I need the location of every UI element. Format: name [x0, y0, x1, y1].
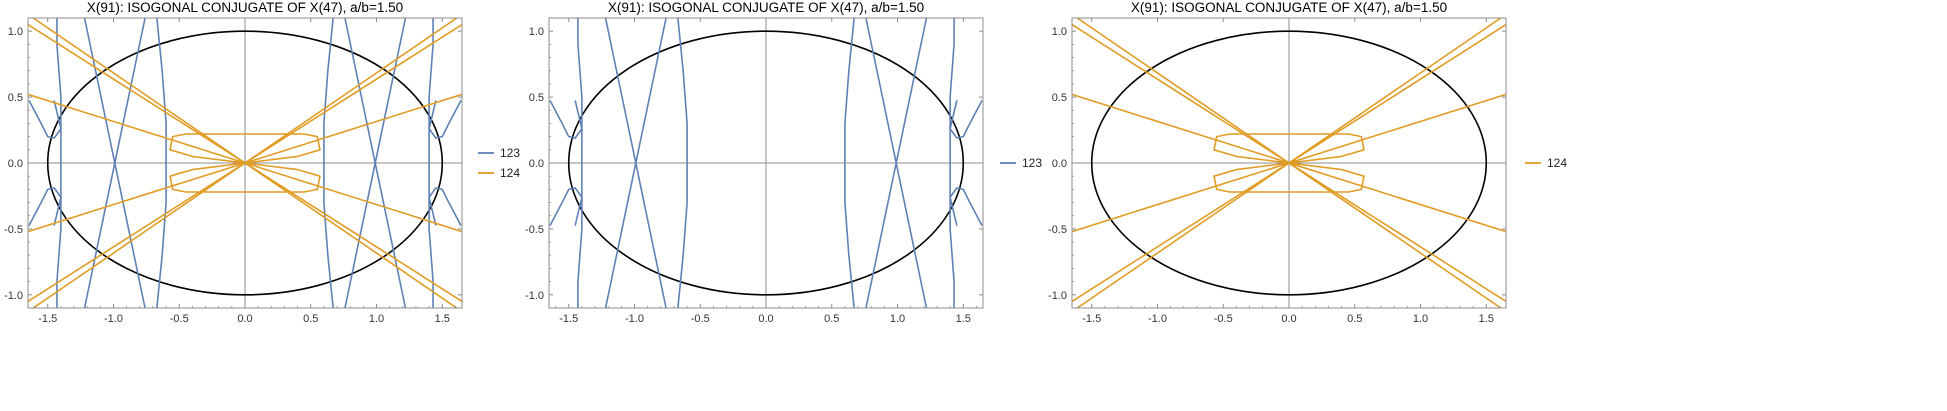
y-tick-label: 0.5 [1052, 92, 1067, 104]
legend-label: 123 [1022, 156, 1042, 170]
series-123-curve-3 [949, 100, 983, 139]
y-tick-label: -1.0 [4, 290, 23, 302]
x-tick-label: -0.5 [170, 313, 189, 325]
chart-title: X(91): ISOGONAL CONJUGATE OF X(47), a/b=… [1131, 0, 1447, 15]
chart-panel-2: X(91): ISOGONAL CONJUGATE OF X(47), a/b=… [525, 0, 1042, 325]
x-tick-label: 1.0 [369, 313, 384, 325]
series-123-curve-5 [56, 18, 62, 308]
series-123-curve-11 [156, 18, 167, 308]
series-124-curve-7 [169, 133, 321, 164]
series-123-curve-11 [677, 18, 688, 308]
series-123-curve-6 [949, 18, 955, 308]
series-123-curve-12 [323, 18, 334, 308]
chart-panel-1: X(91): ISOGONAL CONJUGATE OF X(47), a/b=… [4, 0, 520, 325]
series-123-curve-4 [949, 187, 983, 226]
x-tick-label: 0.5 [1347, 313, 1362, 325]
x-tick-label: 1.5 [1479, 313, 1494, 325]
series-123-curve-1 [28, 100, 62, 139]
series-124-curve-8 [169, 162, 321, 193]
x-tick-label: -0.5 [691, 313, 710, 325]
x-tick-label: 1.5 [956, 313, 971, 325]
x-tick-label: 0.0 [758, 313, 773, 325]
y-tick-label: 0.0 [8, 158, 23, 170]
chart-title: X(91): ISOGONAL CONJUGATE OF X(47), a/b=… [87, 0, 403, 15]
series-123-curve-3 [428, 100, 462, 139]
x-tick-label: -1.5 [559, 313, 578, 325]
y-tick-label: -0.5 [1048, 224, 1067, 236]
series-123-curve-1 [549, 100, 583, 139]
x-tick-label: -1.5 [38, 313, 57, 325]
y-tick-label: -0.5 [525, 224, 544, 236]
y-tick-label: 1.0 [529, 26, 544, 38]
y-tick-label: 1.0 [1052, 26, 1067, 38]
series-123-curve-12 [844, 18, 855, 308]
legend-item-123: 123 [1000, 156, 1042, 170]
y-tick-label: -0.5 [4, 224, 23, 236]
x-tick-label: -1.0 [1148, 313, 1167, 325]
ellipse-curve [1090, 30, 1488, 296]
y-tick-label: 0.5 [8, 92, 23, 104]
x-tick-label: 0.0 [237, 313, 252, 325]
plot-area [549, 18, 983, 308]
plot-area [28, 18, 462, 308]
chart-title: X(91): ISOGONAL CONJUGATE OF X(47), a/b=… [608, 0, 924, 15]
x-tick-label: 0.5 [824, 313, 839, 325]
legend-label: 124 [500, 166, 520, 180]
series-123-curve-6 [428, 18, 434, 308]
series-124-curve-8 [1213, 162, 1365, 193]
y-tick-label: -1.0 [1048, 290, 1067, 302]
x-tick-label: -1.0 [625, 313, 644, 325]
series-123-curve-2 [28, 187, 62, 226]
plot-area [1072, 18, 1506, 308]
y-tick-label: 1.0 [8, 26, 23, 38]
x-tick-label: 1.0 [1413, 313, 1428, 325]
chart-panel-3: X(91): ISOGONAL CONJUGATE OF X(47), a/b=… [1048, 0, 1567, 325]
series-123-curve-5 [577, 18, 583, 308]
y-tick-label: 0.0 [1052, 158, 1067, 170]
x-tick-label: 0.0 [1281, 313, 1296, 325]
y-tick-label: -1.0 [525, 290, 544, 302]
series-123-curve-10 [865, 18, 928, 308]
x-tick-label: -0.5 [1214, 313, 1233, 325]
x-tick-label: -1.5 [1082, 313, 1101, 325]
legend-item-124: 124 [1525, 156, 1567, 170]
series-123-curve-4 [428, 187, 462, 226]
x-tick-label: -1.0 [104, 313, 123, 325]
legend-item-124: 124 [478, 166, 520, 180]
x-tick-label: 1.5 [435, 313, 450, 325]
ellipse-curve [567, 30, 965, 296]
series-123-curve-8 [604, 18, 667, 308]
y-tick-label: 0.5 [529, 92, 544, 104]
y-tick-label: 0.0 [529, 158, 544, 170]
legend-item-123: 123 [478, 146, 520, 160]
series-124-curve-7 [1213, 133, 1365, 164]
series-123-curve-2 [549, 187, 583, 226]
legend-label: 124 [1547, 156, 1567, 170]
legend-label: 123 [500, 146, 520, 160]
x-tick-label: 0.5 [303, 313, 318, 325]
x-tick-label: 1.0 [890, 313, 905, 325]
ellipse-curve [46, 30, 444, 296]
